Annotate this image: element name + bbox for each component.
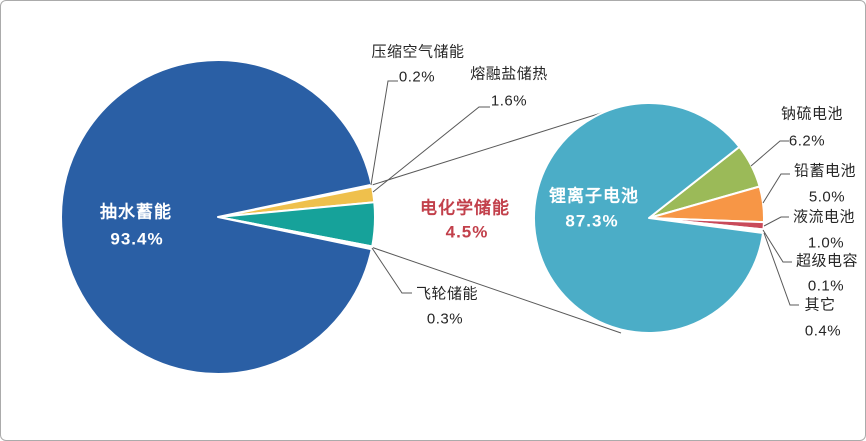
pie-slice-li-ion [533,102,765,334]
primary-pie-slices [60,59,376,375]
secondary-pie-slices [533,102,765,334]
series-connector-lines [370,108,622,334]
value-pumped-hydro: 93.4% [110,229,164,249]
label-compressed-air: 压缩空气储能 [371,43,465,61]
value-lead-acid: 5.0% [808,188,846,206]
series-connector-bottom [370,246,622,334]
value-flow-battery: 1.0% [807,234,845,252]
label-lead-acid: 铅蓄电池 [793,162,857,180]
leader-flow-battery [763,216,789,227]
value-compressed-air: 0.2% [398,68,436,86]
value-electrochemical: 4.5% [445,222,489,242]
leader-others [763,232,799,306]
label-flow-battery: 液流电池 [792,208,856,226]
label-supercapacitor: 超级电容 [795,252,859,270]
label-li-ion: 锂离子电池 [549,186,639,206]
leader-supercapacitor [762,229,792,263]
label-pumped-hydro: 抽水蓄能 [100,202,172,222]
label-electrochemical: 电化学储能 [420,198,510,218]
value-molten-salt: 1.6% [490,92,528,110]
leader-lead-acid [762,173,790,204]
leader-flywheel [371,247,412,294]
label-others: 其它 [804,296,836,314]
pie-slice-pumped-hydro [60,59,373,375]
value-li-ion: 87.3% [565,211,619,231]
label-molten-salt: 熔融盐储热 [470,65,548,83]
value-flywheel: 0.3% [426,310,464,328]
leader-lines [370,80,799,306]
leader-molten-salt [372,106,490,193]
leader-compressed-air [370,80,398,186]
label-flywheel: 飞轮储能 [415,285,479,303]
series-connector-top [371,108,615,186]
label-sodium-sulfur: 钠硫电池 [780,105,844,123]
leader-sodium-sulfur [750,140,789,167]
value-supercapacitor: 0.1% [807,277,845,295]
value-others: 0.4% [804,322,842,340]
value-sodium-sulfur: 6.2% [788,132,826,150]
